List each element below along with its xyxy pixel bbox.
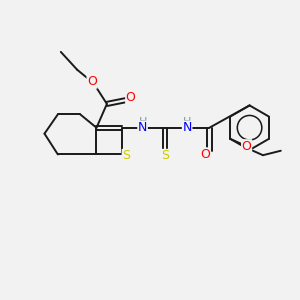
Text: S: S — [122, 149, 130, 162]
Text: O: O — [87, 75, 97, 88]
Text: S: S — [161, 149, 169, 162]
Text: H: H — [138, 117, 147, 127]
Text: O: O — [242, 140, 251, 153]
Text: N: N — [182, 121, 192, 134]
Text: O: O — [200, 148, 210, 161]
Text: O: O — [126, 92, 136, 104]
Text: N: N — [138, 121, 147, 134]
Text: H: H — [183, 117, 191, 127]
